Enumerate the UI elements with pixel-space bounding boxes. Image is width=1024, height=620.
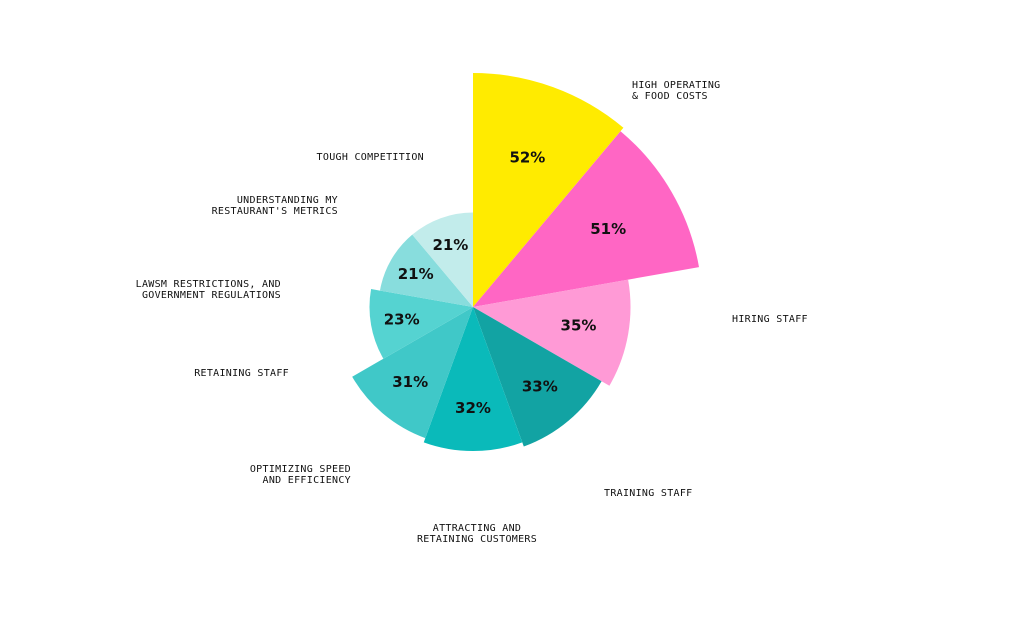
category-label-understanding-metrics: UNDERSTANDING MY RESTAURANT'S METRICS [212,195,338,217]
category-label-hiring-staff: HIRING STAFF [732,314,808,325]
value-label-laws-restrictions-regulations: 23% [384,311,420,329]
category-label-training-staff: TRAINING STAFF [604,488,693,499]
value-label-training-staff: 35% [561,317,597,335]
value-label-attracting-retaining-customers: 33% [522,378,558,396]
slice-hiring-staff [473,131,700,307]
value-label-high-operating-food-costs: 52% [509,149,545,167]
slice-tough-competition [412,212,473,307]
slice-attracting-retaining-customers [473,307,602,447]
slice-training-staff [473,279,631,386]
slice-retaining-staff [352,307,473,439]
category-label-retaining-staff: RETAINING STAFF [194,368,289,379]
slice-laws-restrictions-regulations [369,289,473,359]
category-label-high-operating-food-costs: HIGH OPERATING & FOOD COSTS [632,80,721,102]
value-label-understanding-metrics: 21% [398,265,434,283]
slice-optimizing-speed-efficiency [423,307,523,452]
value-label-tough-competition: 21% [432,236,468,254]
slice-high-operating-food-costs [473,73,624,307]
value-label-hiring-staff: 51% [590,220,626,238]
slice-understanding-metrics [379,234,473,307]
category-label-tough-competition: TOUGH COMPETITION [317,152,424,163]
value-label-optimizing-speed-efficiency: 32% [455,399,491,417]
category-label-attracting-retaining-customers: ATTRACTING AND RETAINING CUSTOMERS [417,523,537,545]
category-label-laws-restrictions-regulations: LAWSM RESTRICTIONS, AND GOVERNMENT REGULA… [136,279,281,301]
category-label-optimizing-speed-efficiency: OPTIMIZING SPEED AND EFFICIENCY [250,464,351,486]
value-label-retaining-staff: 31% [392,373,428,391]
